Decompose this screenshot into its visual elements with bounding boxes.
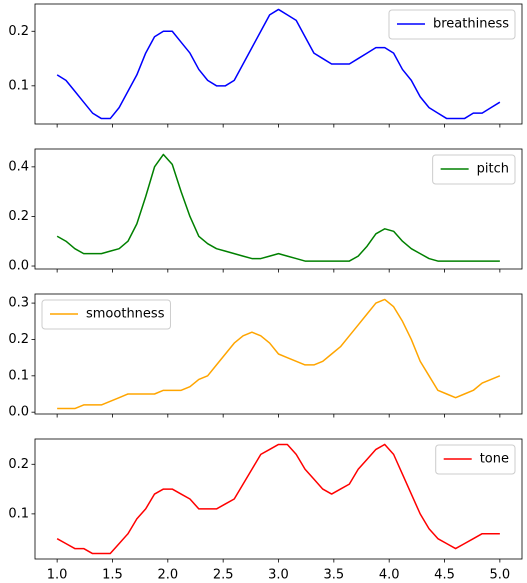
y-tick-label: 0.1 <box>8 368 29 383</box>
legend: tone <box>435 444 516 475</box>
legend-box <box>388 9 516 40</box>
x-tick-label: 1.0 <box>47 568 68 583</box>
line <box>56 153 500 262</box>
x-tick-label: 1.5 <box>102 568 123 583</box>
line <box>56 443 500 555</box>
y-tick-label: 0.2 <box>8 457 29 472</box>
legend: smoothness <box>41 299 171 330</box>
legend-label: tone <box>480 452 509 467</box>
y-tick-label: 0.2 <box>8 209 29 224</box>
legend-box <box>41 299 171 330</box>
y-tick-label: 0.0 <box>8 259 29 274</box>
y-tick-label: 0.1 <box>8 78 29 93</box>
line <box>57 298 501 410</box>
x-tick-label: 4.0 <box>379 568 400 583</box>
legend-label: pitch <box>477 162 509 177</box>
y-tick-label: 0.3 <box>8 296 29 311</box>
legend: pitch <box>432 154 516 185</box>
y-tick-label: 0.2 <box>8 24 29 39</box>
legend-label: breathiness <box>433 17 509 32</box>
y-tick-label: 0.2 <box>8 332 29 347</box>
line <box>56 8 501 120</box>
legend-box <box>432 154 516 185</box>
x-tick-label: 2.0 <box>157 568 178 583</box>
legend-box <box>435 444 516 475</box>
y-tick-label: 0.1 <box>8 506 29 521</box>
x-tick-label: 3.5 <box>323 568 344 583</box>
x-tick-label: 5.0 <box>490 568 511 583</box>
y-tick-label: 0.4 <box>8 159 29 174</box>
y-tick-label: 0.0 <box>8 405 29 420</box>
x-tick-label: 3.0 <box>268 568 289 583</box>
x-tick-label: 4.5 <box>434 568 455 583</box>
legend-label: smoothness <box>86 307 165 322</box>
x-tick-label: 2.5 <box>213 568 234 583</box>
legend: breathiness <box>388 9 516 40</box>
